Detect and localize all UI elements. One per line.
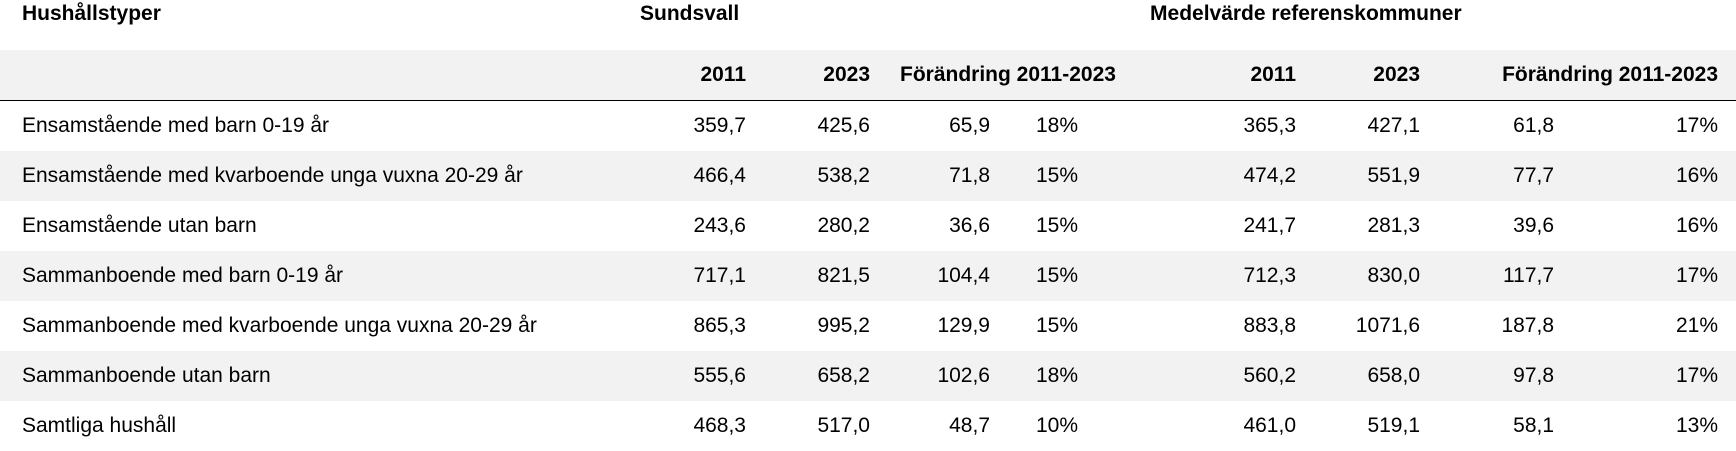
cell-sundsvall-2023: 658,2 xyxy=(764,351,888,401)
cell-reference-2011: 712,3 xyxy=(1124,251,1315,301)
cell-sundsvall-pct: 15% xyxy=(1008,151,1125,201)
cell-sundsvall-diff: 65,9 xyxy=(949,114,990,137)
cell-sundsvall-2023: 538,2 xyxy=(764,151,888,201)
row-label: Ensamstående med kvarboende unga vuxna 2… xyxy=(0,151,640,201)
cell-sundsvall-pct: 15% xyxy=(1035,214,1079,237)
cell-sundsvall-2011: 468,3 xyxy=(693,414,746,437)
cell-reference-2011: 365,3 xyxy=(1243,114,1297,137)
cell-reference-2023: 519,1 xyxy=(1367,414,1421,437)
cell-sundsvall-diff: 102,6 xyxy=(888,351,1008,401)
cell-reference-diff: 187,8 xyxy=(1501,314,1555,337)
cell-sundsvall-pct: 18% xyxy=(1008,351,1125,401)
cell-reference-2023: 427,1 xyxy=(1367,114,1421,137)
cell-reference-pct: 16% xyxy=(1676,214,1719,237)
cell-sundsvall-2011: 359,7 xyxy=(693,114,746,137)
cell-sundsvall-2011: 466,4 xyxy=(640,151,764,201)
cell-reference-pct: 13% xyxy=(1676,414,1719,437)
cell-reference-pct: 17% xyxy=(1572,351,1736,401)
cell-sundsvall-2023: 517,0 xyxy=(817,414,870,437)
cell-sundsvall-diff: 48,7 xyxy=(949,414,990,437)
cell-reference-diff: 58,1 xyxy=(1513,414,1555,437)
cell-sundsvall-diff: 71,8 xyxy=(888,151,1008,201)
group-header-reference: Medelvärde referenskommuner xyxy=(1150,2,1462,25)
group-header-sundsvall: Sundsvall xyxy=(640,2,740,25)
cell-sundsvall-2023: 425,6 xyxy=(817,114,870,137)
column-header-sundsvall-change: Förändring 2011-2023 xyxy=(888,50,1125,101)
cell-reference-2023: 1071,6 xyxy=(1355,314,1421,337)
cell-reference-2023: 281,3 xyxy=(1367,214,1421,237)
cell-sundsvall-2011: 243,6 xyxy=(693,214,746,237)
cell-sundsvall-2011: 865,3 xyxy=(693,314,746,337)
cell-reference-2023: 551,9 xyxy=(1314,151,1439,201)
cell-sundsvall-diff: 36,6 xyxy=(949,214,990,237)
cell-reference-2011: 560,2 xyxy=(1124,351,1315,401)
cell-reference-diff: 117,7 xyxy=(1438,251,1573,301)
row-header-title: Hushållstyper xyxy=(22,2,161,25)
household-table-container: Hushållstyper Sundsvall Medelvärde refer… xyxy=(0,2,1736,437)
row-label: Sammanboende med kvarboende unga vuxna 2… xyxy=(22,314,537,337)
cell-reference-pct: 21% xyxy=(1676,314,1719,337)
cell-sundsvall-pct: 15% xyxy=(1008,251,1125,301)
row-label: Samtliga hushåll xyxy=(22,414,177,437)
cell-reference-pct: 17% xyxy=(1572,251,1736,301)
cell-sundsvall-pct: 15% xyxy=(1035,314,1079,337)
table-row: Ensamstående utan barn 243,6 280,2 36,6 … xyxy=(0,201,1736,251)
table-row: Ensamstående med barn 0-19 år 359,7 425,… xyxy=(0,101,1736,152)
cell-reference-diff: 77,7 xyxy=(1438,151,1573,201)
cell-reference-pct: 17% xyxy=(1676,114,1719,137)
table-row: Sammanboende utan barn 555,6 658,2 102,6… xyxy=(0,351,1736,401)
cell-reference-diff: 61,8 xyxy=(1513,114,1555,137)
column-header-reference-change: Förändring 2011-2023 xyxy=(1438,50,1736,101)
table-row: Sammanboende med kvarboende unga vuxna 2… xyxy=(0,301,1736,351)
cell-reference-diff: 39,6 xyxy=(1513,214,1555,237)
cell-sundsvall-pct: 10% xyxy=(1035,414,1079,437)
cell-reference-2011: 461,0 xyxy=(1243,414,1297,437)
cell-sundsvall-2023: 995,2 xyxy=(817,314,870,337)
column-header-sundsvall-2023: 2023 xyxy=(764,50,888,101)
table-row: Samtliga hushåll 468,3 517,0 48,7 10% 46… xyxy=(0,401,1736,451)
column-header-reference-2011: 2011 xyxy=(1124,50,1315,101)
table-row: Sammanboende med barn 0-19 år 717,1 821,… xyxy=(0,251,1736,301)
column-header-sundsvall-2011: 2011 xyxy=(640,50,764,101)
cell-sundsvall-pct: 18% xyxy=(1035,114,1079,137)
cell-sundsvall-diff: 129,9 xyxy=(937,314,990,337)
row-label: Sammanboende utan barn xyxy=(0,351,640,401)
cell-sundsvall-diff: 104,4 xyxy=(888,251,1008,301)
row-label: Ensamstående utan barn xyxy=(22,214,257,237)
cell-reference-2023: 658,0 xyxy=(1314,351,1439,401)
cell-sundsvall-2023: 280,2 xyxy=(817,214,870,237)
column-header-label-empty xyxy=(0,50,640,101)
cell-reference-2011: 883,8 xyxy=(1243,314,1297,337)
cell-sundsvall-2011: 717,1 xyxy=(640,251,764,301)
column-header-reference-2023: 2023 xyxy=(1314,50,1439,101)
cell-reference-pct: 16% xyxy=(1572,151,1736,201)
cell-reference-2023: 830,0 xyxy=(1314,251,1439,301)
column-header-row: 2011 2023 Förändring 2011-2023 2011 2023… xyxy=(0,50,1736,101)
cell-reference-2011: 474,2 xyxy=(1124,151,1315,201)
cell-reference-diff: 97,8 xyxy=(1438,351,1573,401)
row-label: Sammanboende med barn 0-19 år xyxy=(0,251,640,301)
cell-sundsvall-2023: 821,5 xyxy=(764,251,888,301)
cell-reference-2011: 241,7 xyxy=(1243,214,1297,237)
table-row: Ensamstående med kvarboende unga vuxna 2… xyxy=(0,151,1736,201)
cell-sundsvall-2011: 555,6 xyxy=(640,351,764,401)
group-header-row: Hushållstyper Sundsvall Medelvärde refer… xyxy=(0,0,1736,50)
row-label: Ensamstående med barn 0-19 år xyxy=(22,114,330,137)
